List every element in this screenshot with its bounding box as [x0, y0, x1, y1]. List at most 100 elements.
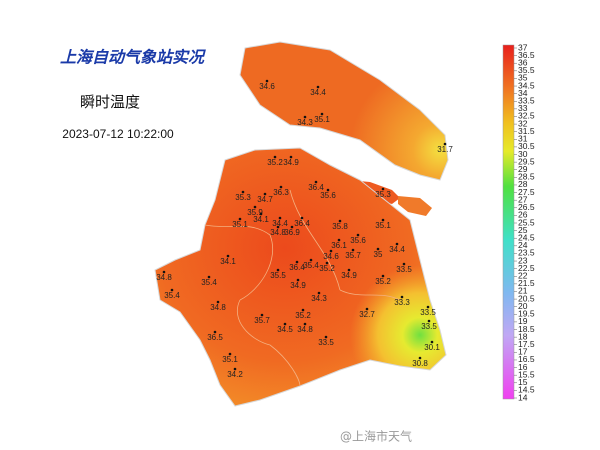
station-value: 35.4: [164, 291, 180, 300]
station-dot: [365, 307, 369, 311]
station-value: 34.2: [227, 370, 243, 379]
watermark: @上海市天气: [340, 429, 412, 444]
colorbar-label: 35: [518, 73, 528, 83]
colorbar-label: 34.5: [518, 80, 535, 90]
colorbar-label: 30: [518, 149, 528, 159]
station-dot: [430, 340, 434, 344]
colorbar-label: 29.5: [518, 156, 535, 166]
station-value: 34.6: [323, 252, 339, 261]
colorbar-label: 24: [518, 240, 528, 250]
station-dot: [326, 188, 330, 192]
colorbar-label: 25.5: [518, 217, 535, 227]
station-dot: [381, 274, 385, 278]
colorbar-label: 27: [518, 194, 528, 204]
colorbar-label: 30.5: [518, 141, 535, 151]
station-value: 36.4: [308, 183, 324, 192]
station-dot: [296, 278, 300, 282]
station-dot: [351, 248, 355, 252]
station-value: 35.1: [222, 355, 238, 364]
station-dot: [303, 115, 307, 119]
colorbar-label: 28: [518, 179, 528, 189]
station-value: 35.2: [267, 158, 283, 167]
station-value: 35.3: [375, 190, 391, 199]
colorbar-label: 33.5: [518, 96, 535, 106]
station-value: 34.6: [259, 82, 275, 91]
station-value: 35.6: [350, 236, 366, 245]
colorbar-label: 22: [518, 271, 528, 281]
station-dot: [226, 254, 230, 258]
station-value: 34.5: [277, 325, 293, 334]
colorbar-label: 24.5: [518, 232, 535, 242]
station-value: 34.9: [290, 281, 306, 290]
chongming-island: [239, 41, 449, 181]
station-dot: [400, 295, 404, 299]
station-dot: [253, 205, 257, 209]
station-value: 30.1: [424, 343, 440, 352]
station-dot: [289, 155, 293, 159]
station-value: 34.8: [156, 273, 172, 282]
title: 上海自动气象站实况: [60, 48, 206, 67]
station-dot: [402, 262, 406, 266]
station-value: 34.3: [311, 294, 327, 303]
subtitle: 瞬时温度: [80, 93, 140, 111]
station-dot: [314, 180, 318, 184]
colorbar-label: 21.5: [518, 278, 535, 288]
colorbar-label: 29: [518, 164, 528, 174]
station-value: 35.4: [303, 261, 319, 270]
station-value: 35.9: [247, 208, 263, 217]
station-value: 35.6: [320, 191, 336, 200]
station-value: 36.3: [273, 188, 289, 197]
station-value: 35.4: [201, 278, 217, 287]
colorbar-label: 14.5: [518, 385, 535, 395]
station-dot: [347, 268, 351, 272]
station-dot: [259, 212, 263, 216]
station-value: 34.1: [220, 257, 236, 266]
station-value: 36.4: [294, 219, 310, 228]
station-value: 36.5: [207, 333, 223, 342]
colorbar-label: 31: [518, 134, 528, 144]
station-value: 35.3: [235, 193, 251, 202]
station-value: 35.1: [375, 221, 391, 230]
colorbar-label: 23: [518, 255, 528, 265]
cool-area: [155, 148, 446, 406]
station-dot: [283, 322, 287, 326]
station-dot: [381, 187, 385, 191]
station-value: 33.3: [394, 298, 410, 307]
station-dot: [162, 270, 166, 274]
station-dot: [337, 238, 341, 242]
colorbar-label: 25: [518, 225, 528, 235]
station-dot: [395, 242, 399, 246]
colorbar-label: 14: [518, 392, 528, 402]
station-value: 34.8: [297, 325, 313, 334]
station-value: 35.8: [332, 222, 348, 231]
station-value: 35.7: [345, 251, 361, 260]
station-dot: [290, 225, 294, 229]
colorbar-label: 18: [518, 331, 528, 341]
station-value: 34.4: [310, 88, 326, 97]
station-dot: [338, 219, 342, 223]
station-value: 34.8: [210, 303, 226, 312]
station-dot: [426, 305, 430, 309]
station-dot: [265, 79, 269, 83]
station-dot: [418, 356, 422, 360]
station-dot: [279, 185, 283, 189]
colorbar-label: 36: [518, 57, 528, 67]
station-dot: [329, 249, 333, 253]
colorbar-label: 15: [518, 377, 528, 387]
station-dot: [260, 313, 264, 317]
colorbar-label: 27.5: [518, 187, 535, 197]
colorbar-label: 26.5: [518, 202, 535, 212]
station-dot: [376, 247, 380, 251]
station-dot: [233, 367, 237, 371]
colorbar-label: 16: [518, 362, 528, 372]
colorbar-label: 32: [518, 118, 528, 128]
colorbar-label: 20.5: [518, 293, 535, 303]
station-dot: [316, 85, 320, 89]
station-value: 35.2: [319, 264, 335, 273]
timestamp: 2023-07-12 10:22:00: [62, 127, 174, 141]
station-dot: [320, 112, 324, 116]
mainland-outline: [154, 147, 447, 407]
station-value: 35.1: [232, 220, 248, 229]
colorbar-label: 35.5: [518, 65, 535, 75]
